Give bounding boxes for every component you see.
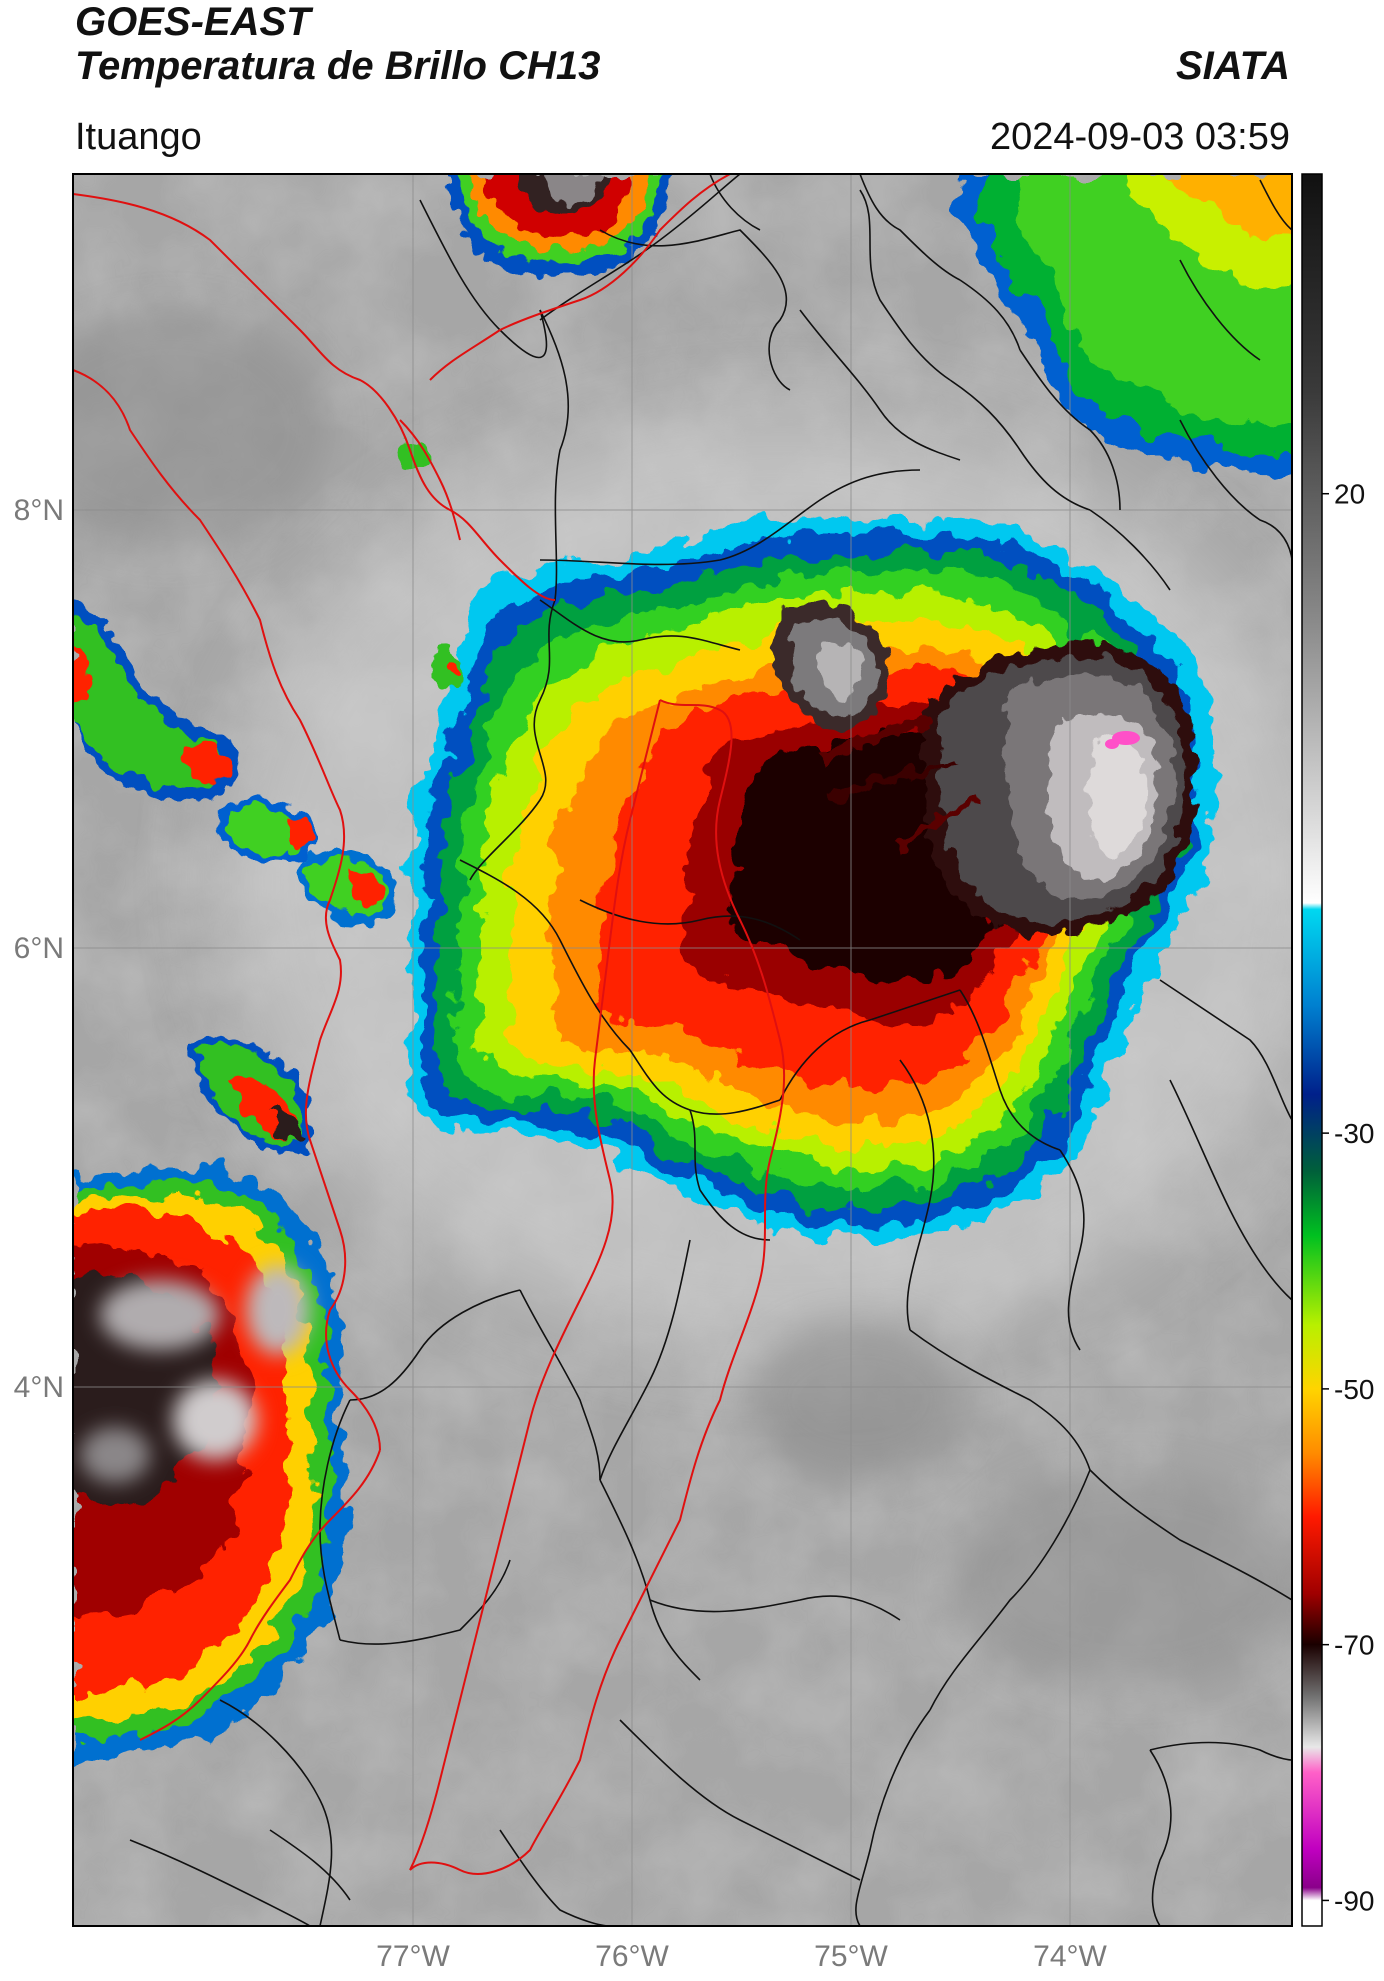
lon-label: 74°W <box>1033 1940 1107 1973</box>
colorbar-tick-label: -50 <box>1334 1374 1374 1405</box>
organization-label: SIATA <box>1175 44 1290 88</box>
lat-label: 6°N <box>14 932 64 965</box>
northeast-storm <box>956 174 1292 475</box>
latitude-labels: 8°N 6°N 4°N <box>14 494 64 1404</box>
longitude-labels: 77°W 76°W 75°W 74°W <box>376 1940 1107 1973</box>
colorbar-tick-label: -90 <box>1334 1885 1374 1916</box>
colorbar-tick-label: -70 <box>1334 1630 1374 1661</box>
colorbar-tick-label: -30 <box>1334 1118 1374 1149</box>
lon-label: 75°W <box>814 1940 888 1973</box>
western-cells <box>73 438 465 1154</box>
dark-region <box>73 310 330 550</box>
datetime-label: 2024-09-03 03:59 <box>989 116 1290 158</box>
north-storm <box>450 174 670 276</box>
lon-label: 76°W <box>595 1940 669 1973</box>
lat-label: 8°N <box>14 494 64 527</box>
dark-valley <box>950 1470 1292 1690</box>
colorbar-tick-label: 20 <box>1334 479 1365 510</box>
coldest-pixels <box>1105 739 1119 749</box>
colorbar: 20 -30 -50 -70 -90 <box>1301 173 1374 1927</box>
map-panel <box>73 174 1292 1926</box>
overshooting-tops <box>771 603 1197 936</box>
colorbar-ramp <box>1301 173 1323 1927</box>
map-frame <box>72 173 1293 1927</box>
dark-valley <box>750 1320 970 1480</box>
red-boundaries <box>73 174 786 1875</box>
location-label: Ituango <box>75 116 202 158</box>
satellite-title: GOES-EAST <box>75 0 311 44</box>
coldest-pixels <box>1112 731 1140 745</box>
colorbar-ticks: 20 -30 -50 -70 -90 <box>1322 479 1374 1916</box>
southwest-gray-tops <box>80 1265 310 1483</box>
department-boundaries <box>129 174 1292 1926</box>
lat-label: 4°N <box>14 1371 64 1404</box>
lon-label: 77°W <box>376 1940 450 1973</box>
product-title: Temperatura de Brillo CH13 <box>75 44 601 88</box>
